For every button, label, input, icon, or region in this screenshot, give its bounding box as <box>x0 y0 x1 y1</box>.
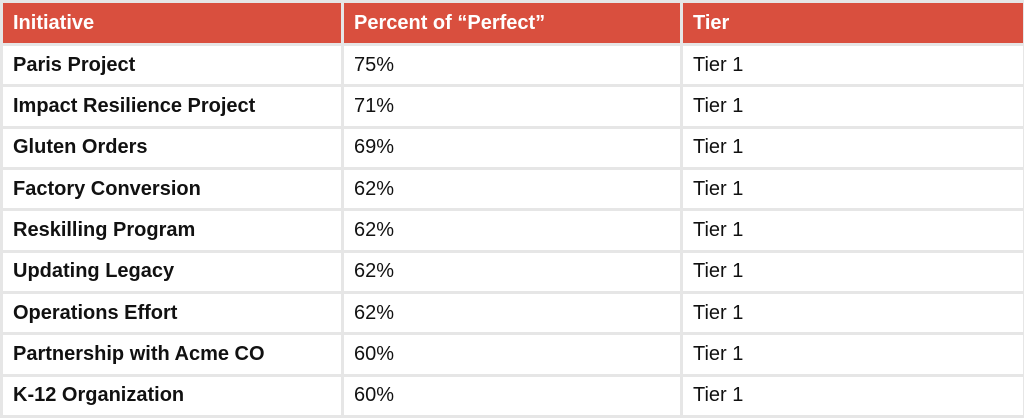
tier-cell: Tier 1 <box>683 335 1023 374</box>
initiative-cell: Paris Project <box>3 46 341 85</box>
tier-cell: Tier 1 <box>683 252 1023 291</box>
percent-cell: 62% <box>344 169 680 209</box>
column-header-tier: Tier <box>683 3 1023 43</box>
percent-cell: 62% <box>344 252 680 291</box>
percent-cell: 71% <box>344 87 680 126</box>
table-row: Partnership with Acme CO 60% Tier 1 <box>3 335 1023 374</box>
tier-cell: Tier 1 <box>683 211 1023 250</box>
initiative-cell: Impact Resilience Project <box>3 87 341 126</box>
table-row: Operations Effort 62% Tier 1 <box>3 293 1023 333</box>
table-row: Gluten Orders 69% Tier 1 <box>3 128 1023 167</box>
tier-cell: Tier 1 <box>683 376 1023 415</box>
percent-cell: 60% <box>344 376 680 415</box>
percent-cell: 75% <box>344 46 680 85</box>
tier-cell: Tier 1 <box>683 87 1023 126</box>
percent-cell: 62% <box>344 211 680 250</box>
table-row: Reskilling Program 62% Tier 1 <box>3 211 1023 250</box>
table-row: Impact Resilience Project 71% Tier 1 <box>3 87 1023 126</box>
tier-cell: Tier 1 <box>683 293 1023 333</box>
column-header-percent: Percent of “Perfect” <box>344 3 680 43</box>
table-row: Factory Conversion 62% Tier 1 <box>3 169 1023 209</box>
column-header-initiative: Initiative <box>3 3 341 43</box>
initiative-cell: Gluten Orders <box>3 128 341 167</box>
initiative-cell: Partnership with Acme CO <box>3 335 341 374</box>
table-header-row: Initiative Percent of “Perfect” Tier <box>3 3 1023 43</box>
percent-cell: 69% <box>344 128 680 167</box>
tier-cell: Tier 1 <box>683 169 1023 209</box>
percent-cell: 62% <box>344 293 680 333</box>
tier-cell: Tier 1 <box>683 128 1023 167</box>
table-row: Paris Project 75% Tier 1 <box>3 46 1023 85</box>
table-row: Updating Legacy 62% Tier 1 <box>3 252 1023 291</box>
tier-cell: Tier 1 <box>683 46 1023 85</box>
percent-cell: 60% <box>344 335 680 374</box>
initiative-cell: Updating Legacy <box>3 252 341 291</box>
initiative-cell: K-12 Organization <box>3 376 341 415</box>
initiative-cell: Operations Effort <box>3 293 341 333</box>
table-row: K-12 Organization 60% Tier 1 <box>3 376 1023 415</box>
initiative-cell: Factory Conversion <box>3 169 341 209</box>
initiative-cell: Reskilling Program <box>3 211 341 250</box>
